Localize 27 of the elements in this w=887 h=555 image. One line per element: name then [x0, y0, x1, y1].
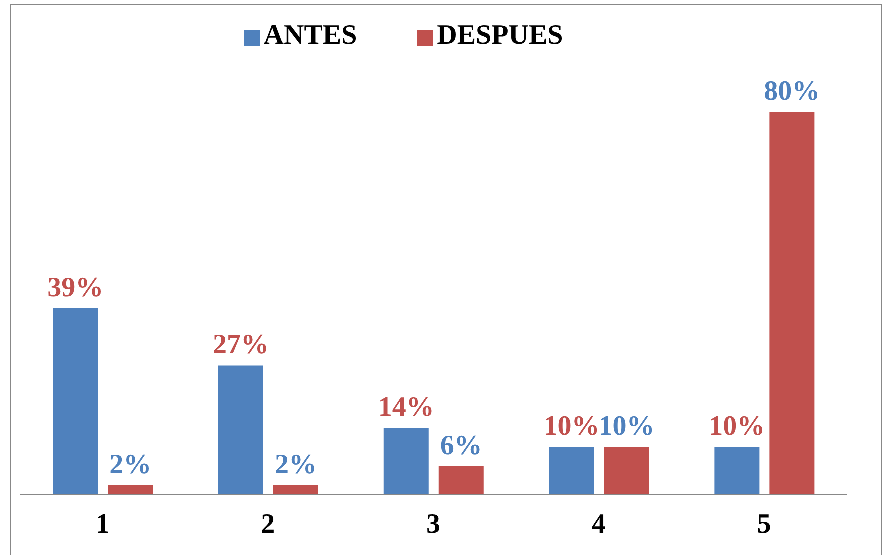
bar — [108, 485, 154, 495]
data-label: 27% — [212, 330, 269, 361]
bar — [549, 447, 594, 495]
x-tick-label: 1 — [96, 508, 110, 540]
data-label: 39% — [48, 272, 104, 304]
legend-label: DESPUES — [437, 20, 564, 51]
legend-label: ANTES — [264, 20, 358, 51]
bar — [714, 447, 760, 495]
data-label: 2% — [274, 449, 317, 480]
bar — [384, 428, 429, 495]
data-label: 80% — [764, 76, 820, 107]
data-label: 14% — [378, 392, 434, 423]
data-label: 2% — [110, 449, 152, 480]
bar — [770, 112, 815, 495]
data-label: 10% — [544, 411, 600, 442]
data-label: 6% — [440, 430, 482, 462]
bar — [53, 308, 98, 495]
data-label: 10% — [709, 411, 766, 442]
bar — [604, 447, 650, 495]
data-label: 10% — [598, 411, 655, 442]
x-tick-label: 3 — [426, 508, 440, 540]
bar — [218, 366, 264, 495]
x-tick-label: 2 — [261, 508, 276, 540]
x-tick-label: 5 — [757, 508, 772, 540]
bar — [273, 485, 318, 495]
x-tick-label: 4 — [592, 508, 606, 540]
bar — [438, 466, 484, 495]
